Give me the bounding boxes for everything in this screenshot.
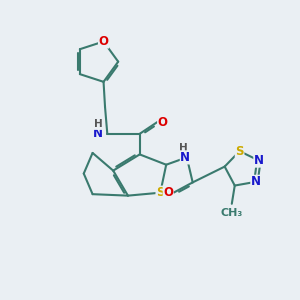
- Text: N: N: [254, 154, 264, 167]
- Text: N: N: [93, 127, 103, 140]
- Text: N: N: [251, 175, 261, 188]
- Text: S: S: [235, 145, 244, 158]
- Text: H: H: [179, 143, 188, 153]
- Text: H: H: [94, 119, 102, 129]
- Text: N: N: [180, 151, 190, 164]
- Text: O: O: [163, 186, 173, 199]
- Text: O: O: [99, 35, 109, 48]
- Text: S: S: [156, 186, 165, 199]
- Text: CH₃: CH₃: [221, 208, 243, 218]
- Text: O: O: [158, 116, 168, 128]
